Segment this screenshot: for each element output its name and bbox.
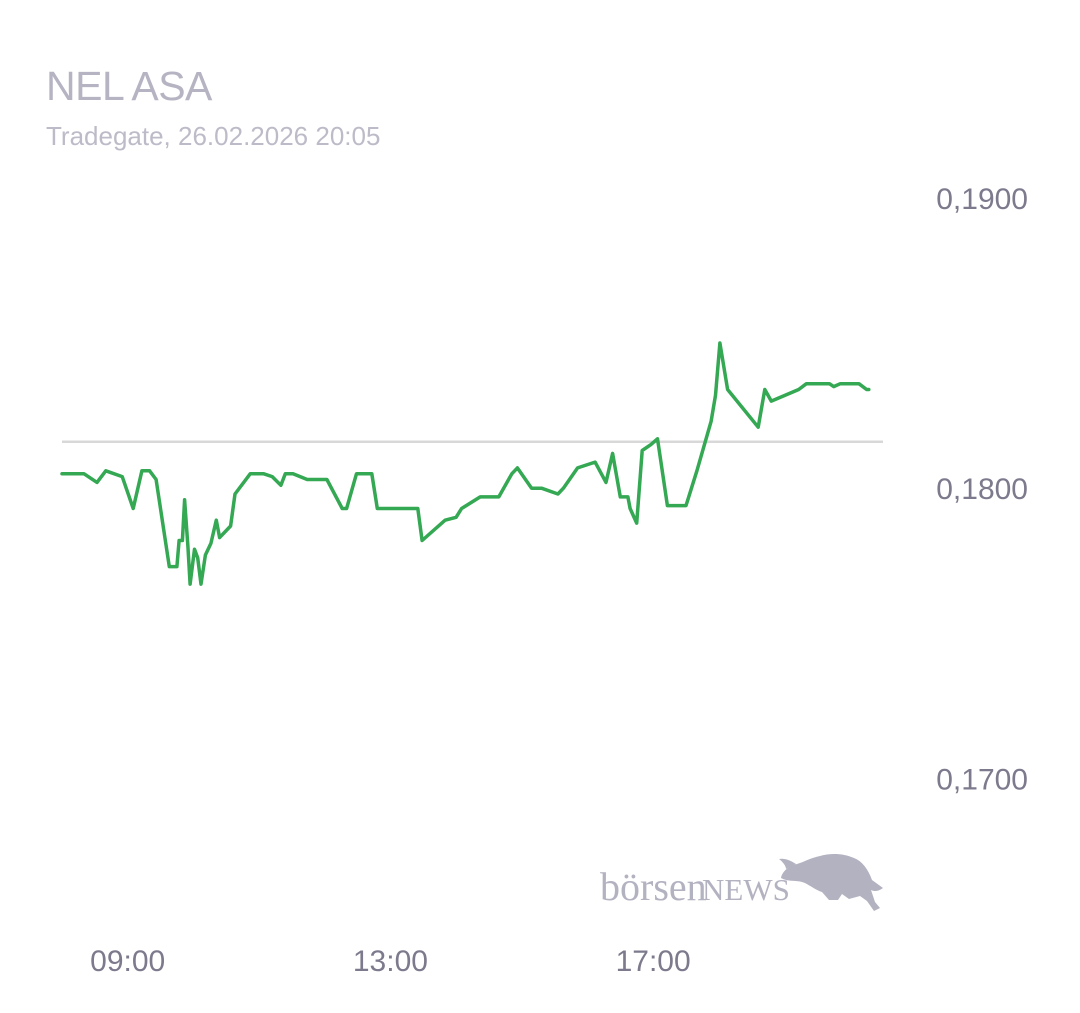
y-tick-label: 0,1800: [936, 473, 1028, 506]
price-series-line: [60, 341, 871, 586]
chart-subtitle: Tradegate, 26.02.2026 20:05: [46, 121, 381, 151]
x-tick-label: 17:00: [616, 945, 691, 978]
y-tick-label: 0,1700: [936, 764, 1028, 797]
bull-icon: [779, 853, 883, 911]
borsennews-logo: börsen NEWS: [600, 853, 883, 911]
x-tick-label: 09:00: [90, 945, 165, 978]
logo-text-news: NEWS: [702, 872, 790, 907]
x-tick-label: 13:00: [353, 945, 428, 978]
chart-title: NEL ASA: [46, 63, 212, 109]
logo-text-borsen: börsen: [600, 864, 707, 909]
y-tick-label: 0,1900: [936, 183, 1028, 216]
